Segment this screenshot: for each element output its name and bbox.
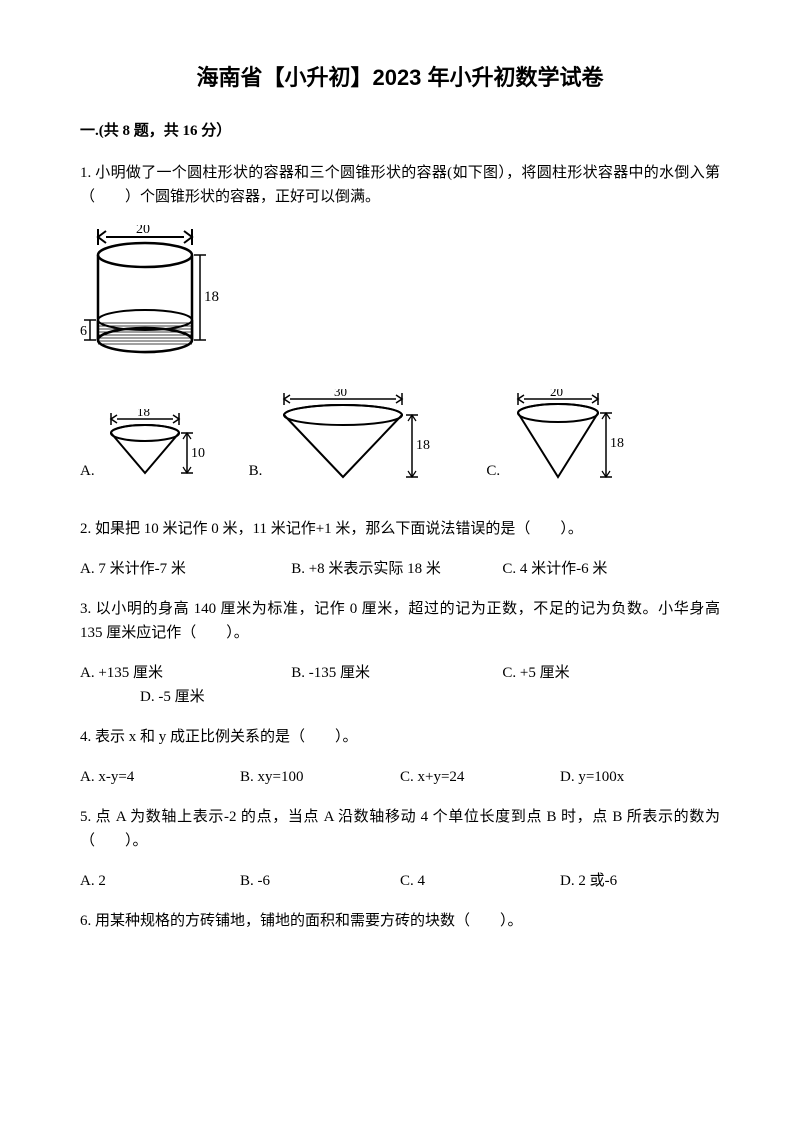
question-2: 2. 如果把 10 米记作 0 米，11 米记作+1 米，那么下面说法错误的是（… xyxy=(80,517,720,541)
q5-opt-d: D. 2 或-6 xyxy=(560,869,720,893)
q4-opt-d: D. y=100x xyxy=(560,765,720,789)
q4-opt-a: A. x-y=4 xyxy=(80,765,240,789)
q3-opt-a: A. +135 厘米 xyxy=(80,661,291,685)
svg-text:30: 30 xyxy=(334,389,347,399)
q2-options: A. 7 米计作-7 米 B. +8 米表示实际 18 米 C. 4 米计作-6… xyxy=(80,557,720,581)
exam-title: 海南省【小升初】2023 年小升初数学试卷 xyxy=(80,60,720,95)
q5-opt-c: C. 4 xyxy=(400,869,560,893)
question-6: 6. 用某种规格的方砖铺地，铺地的面积和需要方砖的块数（ ）。 xyxy=(80,909,720,933)
cyl-water-label: 6 xyxy=(80,324,87,339)
question-4: 4. 表示 x 和 y 成正比例关系的是（ ）。 xyxy=(80,725,720,749)
cyl-height-label: 18 xyxy=(204,289,219,305)
q3-opt-c: C. +5 厘米 xyxy=(502,661,713,685)
q5-opt-a: A. 2 xyxy=(80,869,240,893)
cone-b-figure: 30 18 xyxy=(266,389,446,489)
q1-options-row: A. 18 10 B. 30 xyxy=(80,389,720,489)
section-heading: 一.(共 8 题，共 16 分） xyxy=(80,119,720,143)
cone-c-figure: 20 18 xyxy=(504,389,634,489)
q1-cylinder-figure: 20 18 6 xyxy=(80,225,720,365)
svg-text:18: 18 xyxy=(137,409,150,419)
q1-opt-b-label: B. xyxy=(249,459,263,483)
svg-text:20: 20 xyxy=(550,389,563,399)
q1-opt-c-label: C. xyxy=(486,459,500,483)
q3-opt-b: B. -135 厘米 xyxy=(291,661,502,685)
svg-text:18: 18 xyxy=(610,436,624,451)
q2-opt-c: C. 4 米计作-6 米 xyxy=(502,557,713,581)
cyl-diameter-label: 20 xyxy=(136,225,150,237)
q1-opt-a-label: A. xyxy=(80,459,95,483)
q5-opt-b: B. -6 xyxy=(240,869,400,893)
question-3: 3. 以小明的身高 140 厘米为标准，记作 0 厘米，超过的记为正数，不足的记… xyxy=(80,597,720,645)
svg-text:18: 18 xyxy=(416,438,430,453)
q5-options: A. 2 B. -6 C. 4 D. 2 或-6 xyxy=(80,869,720,893)
q4-options: A. x-y=4 B. xy=100 C. x+y=24 D. y=100x xyxy=(80,765,720,789)
question-1: 1. 小明做了一个圆柱形状的容器和三个圆锥形状的容器(如下图），将圆柱形状容器中… xyxy=(80,161,720,209)
q3-opt-d: D. -5 厘米 xyxy=(80,685,720,709)
q4-opt-c: C. x+y=24 xyxy=(400,765,560,789)
q2-opt-a: A. 7 米计作-7 米 xyxy=(80,557,291,581)
svg-text:10: 10 xyxy=(191,446,205,461)
q3-options: A. +135 厘米 B. -135 厘米 C. +5 厘米 D. -5 厘米 xyxy=(80,661,720,709)
q2-opt-b: B. +8 米表示实际 18 米 xyxy=(291,557,502,581)
question-5: 5. 点 A 为数轴上表示-2 的点，当点 A 沿数轴移动 4 个单位长度到点 … xyxy=(80,805,720,853)
cone-a-figure: 18 10 xyxy=(99,409,209,489)
q4-opt-b: B. xy=100 xyxy=(240,765,400,789)
